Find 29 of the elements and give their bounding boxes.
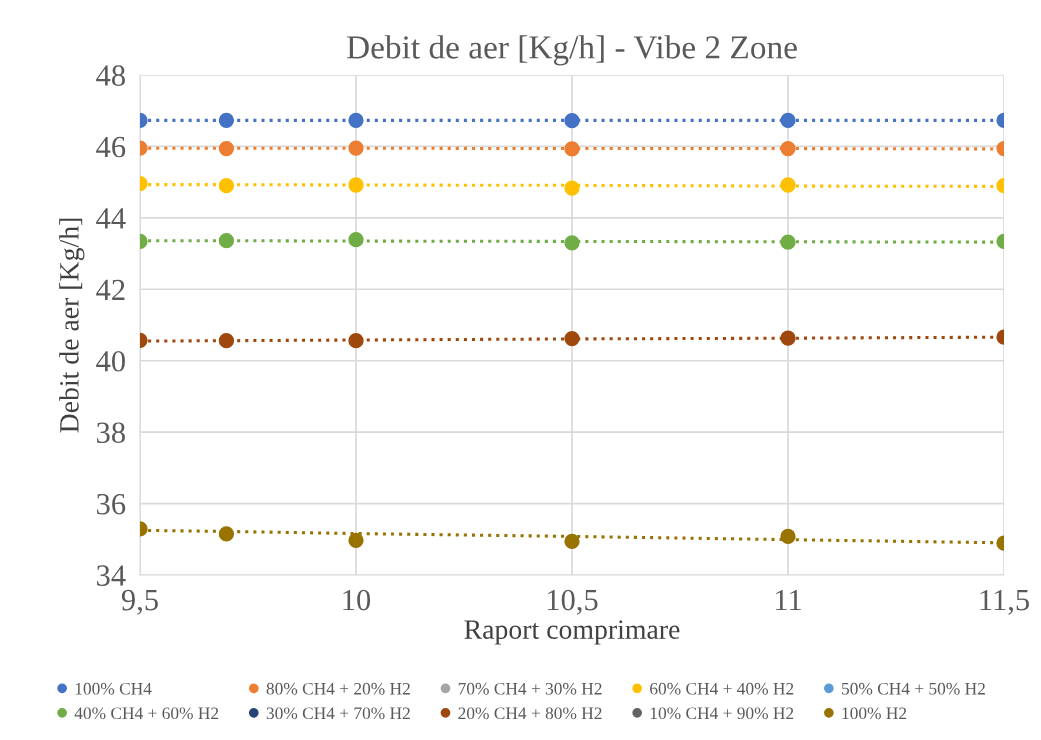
y-tick-label: 44 [96, 208, 126, 229]
legend-label: 80% CH4 + 20% H2 [266, 682, 410, 695]
point [564, 533, 580, 550]
point [348, 532, 364, 548]
legend-label: 10% CH4 + 90% H2 [650, 707, 794, 720]
point [564, 235, 580, 251]
legend-label: 20% CH4 + 80% H2 [458, 707, 602, 720]
legend-label: 60% CH4 + 40% H2 [650, 682, 794, 695]
legend-label: 40% CH4 + 60% H2 [74, 707, 219, 720]
legend-label: 100% CH4 [75, 682, 152, 695]
chart-title: Debit de aer [Kg/h] - Vibe 2 Zone [347, 35, 797, 66]
legend-label: 30% CH4 + 70% H2 [266, 707, 410, 720]
y-tick-label: 48 [96, 65, 125, 86]
y-axis-title: Debit de aer [Kg/h] [59, 218, 85, 433]
y-tick-label: 46 [96, 136, 126, 158]
x-tick-label: 11,5 [980, 589, 1029, 615]
y-tick-label: 40 [96, 351, 125, 372]
y-tick-label: 36 [97, 493, 126, 515]
y-tick-label: 38 [97, 422, 125, 444]
x-tick-label: 9,5 [121, 589, 158, 615]
x-tick-label: 10,5 [547, 589, 598, 615]
legend-label: 70% CH4 + 30% H2 [458, 682, 602, 695]
legend-label: 50% CH4 + 50% H2 [842, 682, 985, 695]
x-tick-label: 10 [343, 589, 371, 611]
x-axis-title: Raport comprimare [464, 620, 680, 645]
legend-label: 100% H2 [842, 707, 907, 720]
y-tick-label: 42 [96, 279, 125, 300]
y-tick-label: 34 [97, 565, 126, 586]
x-tick-label: 11 [775, 589, 801, 611]
